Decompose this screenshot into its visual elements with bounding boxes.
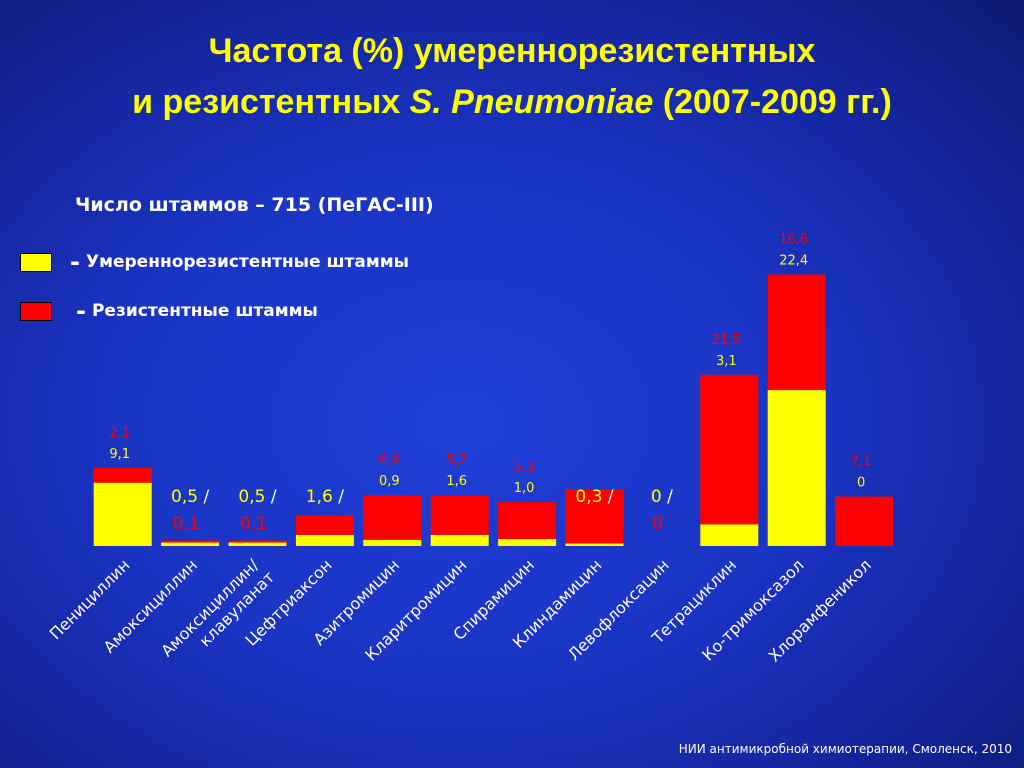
data-label-intermediate: 1,0 [514,481,535,496]
data-label-resistant: 2,1 [109,426,130,441]
label-separator: / [333,487,344,507]
data-label-intermediate: 0 [857,476,865,491]
bar-intermediate [430,534,489,546]
bar-resistant [93,468,152,483]
legend-swatch-red [20,301,52,321]
bar-resistant [295,515,354,535]
data-label-resistant: 7,1 [851,455,872,470]
bar-intermediate [767,390,826,546]
data-label-intermediate: 0,9 [379,474,400,489]
data-label-intermediate: 0 [651,487,662,507]
chart-subtitle: Число штаммов – 715 (ПеГАС-III) [75,194,434,216]
bar-intermediate [295,534,354,546]
bar-intermediate [565,543,624,546]
title-organism: S. Pneumoniae [409,83,654,121]
data-label-resistant: 6,4 [379,453,400,468]
bar-intermediate [93,482,152,546]
label-separator: / [662,487,673,507]
label-separator: / [265,487,276,507]
data-label-resistant: 21,5 [712,333,741,348]
data-label-resistant: 5,7 [446,453,467,468]
legend-label: Резистентные штаммы [91,301,318,321]
title-line2-prefix: и резистентных [132,83,410,121]
label-separator: / [198,487,209,507]
data-label-resistant: 5,3 [514,460,535,475]
data-label-resistant: 0 [652,514,663,534]
data-label-intermediate: 0,5 [171,487,198,507]
bar-resistant [430,495,489,535]
bar-resistant [700,374,759,525]
data-label-pair: 0,5 / [171,487,209,507]
bar-resistant [498,502,557,540]
legend-label: Умереннорезистентные штаммы [85,252,410,272]
legend-item-intermediate: - Умереннорезистентные штаммы [20,248,409,276]
data-label-resistant: 2,8 [307,514,334,534]
bar-intermediate [228,542,287,546]
data-label-intermediate: 0,5 [238,487,265,507]
data-label-intermediate: 1,6 [446,474,467,489]
bar-resistant [565,489,624,544]
chart-title-line1: Частота (%) умереннорезистентных [208,32,816,70]
legend-item-resistant: - Резистентные штаммы [20,297,318,325]
bar-intermediate [161,542,220,546]
data-label-intermediate: 1,6 [306,487,333,507]
legend-dash: - [76,297,86,325]
bar-resistant [767,274,826,391]
bar-resistant [161,540,220,543]
data-label-resistant: 0,1 [240,514,267,534]
bar-intermediate [700,524,759,546]
data-label-intermediate: 22,4 [779,254,808,269]
data-label-pair: 0,3 / [575,487,613,507]
data-label-intermediate: 3,1 [716,354,737,369]
data-label-pair: 0,5 / [238,487,276,507]
bar-resistant [363,495,422,540]
bar-intermediate [498,539,557,546]
data-label-resistant: 0,1 [173,514,200,534]
bar-resistant [228,540,287,543]
label-separator: / [602,487,613,507]
data-label-resistant: 16,6 [779,233,808,248]
data-label-pair: 0 / [651,487,673,507]
data-label-intermediate: 9,1 [109,447,130,462]
bar-intermediate [363,539,422,546]
footer-source: НИИ антимикробной химиотерапии, Смоленск… [678,742,1012,756]
bar-resistant [835,496,894,546]
data-label-pair: 1,6 / [306,487,344,507]
legend-swatch-yellow [20,252,52,272]
chart-title-line2: и резистентных S. Pneumoniae (2007-2009 … [0,78,1024,126]
title-line2-suffix: (2007-2009 гг.) [653,83,892,121]
data-label-resistant: 7,8 [577,514,604,534]
legend-dash: - [70,248,80,276]
data-label-intermediate: 0,3 [575,487,602,507]
